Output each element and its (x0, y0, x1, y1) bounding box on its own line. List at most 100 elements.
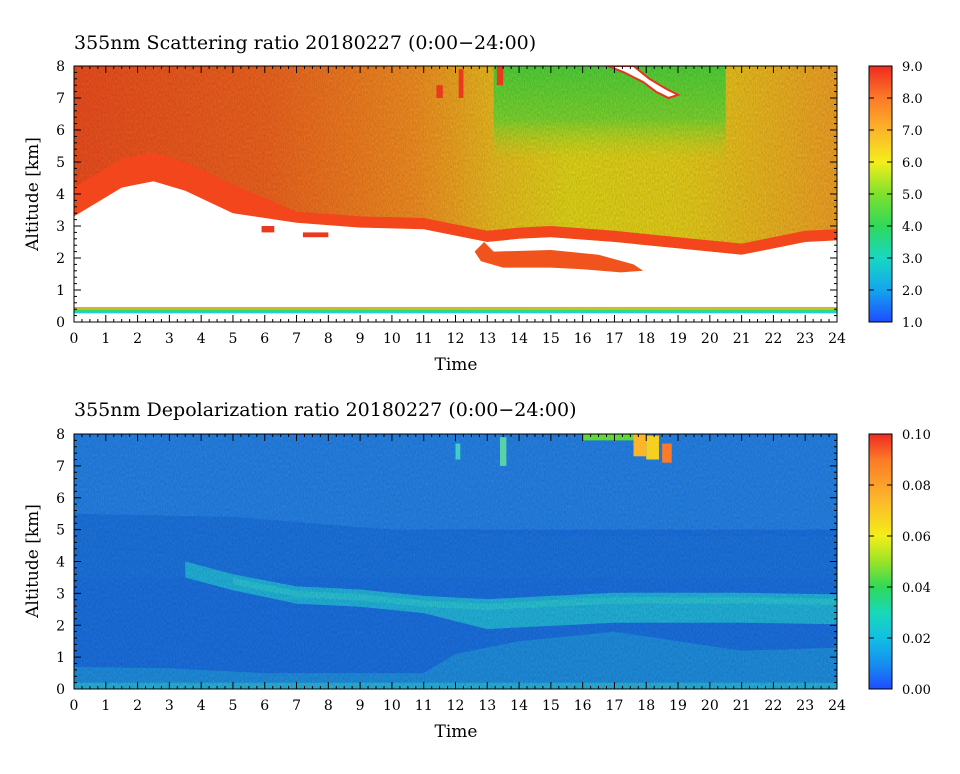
y-tick-label: 0 (56, 682, 65, 698)
surface-stripe (74, 308, 837, 310)
scattering-ylabel: Altitude [km] (23, 137, 43, 252)
chart-title-scattering: 355nm Scattering ratio 20180227 (0:00−24… (74, 32, 536, 54)
x-tick-label: 12 (447, 698, 465, 714)
scattering-patch (261, 226, 275, 233)
x-tick-label: 11 (415, 331, 433, 347)
x-tick-label: 23 (796, 331, 814, 347)
scattering-axes: 0 1 2 3 4 5 6 7 8 9 10 11 12 13 14 15 16 17 18 19 20 21 22 23 24… (56, 59, 846, 347)
x-tick-label: 14 (510, 698, 528, 714)
colorbar-tick-label: 5.0 (902, 188, 923, 203)
depolarization-patch (646, 435, 659, 460)
x-tick-label: 6 (260, 698, 269, 714)
depolarization-axes: 0 1 2 3 4 5 6 7 8 9 10 11 12 13 14 15 16 17 18 19 20 21 22 23 24… (56, 427, 846, 714)
colorbar-tick-label: 2.0 (902, 284, 923, 299)
depolarization-ylabel: Altitude [km] (23, 504, 43, 619)
x-tick-label: 8 (324, 698, 333, 714)
y-tick-label: 7 (56, 459, 65, 475)
x-tick-label: 14 (510, 331, 528, 347)
y-tick-label: 1 (56, 650, 65, 666)
x-tick-label: 3 (165, 698, 174, 714)
x-tick-label: 8 (324, 331, 333, 347)
x-tick-label: 16 (574, 698, 592, 714)
scattering-aerosol-lobe (474, 242, 644, 273)
y-tick-label: 3 (56, 219, 65, 235)
x-tick-label: 13 (478, 331, 496, 347)
depolarization-colorbar (868, 433, 893, 690)
y-tick-label: 2 (56, 251, 65, 267)
depolarization-patch (633, 434, 647, 457)
x-tick-label: 19 (669, 698, 687, 714)
x-tick-label: 5 (228, 331, 237, 347)
x-tick-label: 24 (828, 331, 846, 347)
depolarization-patch (455, 443, 461, 460)
y-tick-label: 5 (56, 523, 65, 539)
colorbar-tick-label: 1.0 (902, 316, 923, 331)
scattering-cloud-outline (607, 66, 681, 100)
x-tick-label: 9 (356, 331, 365, 347)
colorbar-tick-label: 0.06 (902, 530, 931, 545)
x-tick-label: 9 (356, 698, 365, 714)
x-tick-label: 19 (669, 331, 687, 347)
y-tick-label: 6 (56, 123, 65, 139)
surface-stripe (74, 306, 837, 309)
y-tick-label: 3 (56, 586, 65, 602)
colorbar-tick-label: 6.0 (902, 156, 923, 171)
scattering-boundary-layer-band (74, 152, 837, 255)
y-tick-label: 4 (56, 555, 65, 571)
y-tick-label: 0 (56, 315, 65, 331)
x-tick-label: 17 (606, 331, 624, 347)
y-tick-label: 2 (56, 618, 65, 634)
x-tick-label: 21 (733, 698, 751, 714)
x-tick-label: 18 (637, 331, 655, 347)
scattering-patch (302, 232, 329, 238)
chart-title-depolarization: 355nm Depolarization ratio 20180227 (0:0… (74, 399, 576, 421)
scattering-colorbar-ticks: 1.0 2.0 3.0 4.0 5.0 6.0 7.0 8.0 9.0 (869, 60, 923, 331)
depolarization-patch (500, 437, 507, 466)
x-tick-label: 20 (701, 698, 719, 714)
surface-stripe (74, 309, 837, 312)
x-tick-label: 21 (733, 331, 751, 347)
x-tick-label: 12 (447, 331, 465, 347)
y-tick-label: 5 (56, 155, 65, 171)
colorbar-tick-label: 7.0 (902, 124, 923, 139)
x-tick-label: 0 (70, 698, 79, 714)
x-tick-label: 22 (765, 331, 783, 347)
x-tick-label: 0 (70, 331, 79, 347)
scattering-patch (496, 66, 504, 86)
x-tick-label: 15 (542, 331, 560, 347)
scattering-heatmap (74, 66, 837, 322)
x-tick-label: 3 (165, 331, 174, 347)
depolarization-xlabel: Time (435, 722, 478, 742)
colorbar-tick-label: 0.04 (902, 581, 931, 596)
x-tick-label: 23 (796, 698, 814, 714)
x-tick-label: 4 (197, 331, 206, 347)
y-tick-label: 8 (56, 427, 65, 443)
x-tick-label: 1 (101, 698, 110, 714)
scattering-high-cloud (261, 66, 681, 238)
depolarization-patch (662, 443, 672, 463)
depolarization-heatmap (74, 434, 837, 689)
scattering-xlabel: Time (435, 355, 478, 375)
x-tick-label: 22 (765, 698, 783, 714)
x-tick-label: 11 (415, 698, 433, 714)
y-tick-label: 1 (56, 283, 65, 299)
colorbar-tick-label: 0.08 (902, 479, 931, 494)
x-tick-label: 4 (197, 698, 206, 714)
depolarization-noise-texture (74, 434, 837, 689)
x-tick-label: 24 (828, 698, 846, 714)
x-tick-label: 20 (701, 331, 719, 347)
colorbar-tick-label: 0.00 (902, 683, 931, 698)
x-tick-label: 2 (133, 698, 142, 714)
x-tick-label: 7 (292, 698, 301, 714)
x-tick-label: 17 (606, 698, 624, 714)
scattering-patch (458, 69, 464, 98)
colorbar-tick-label: 4.0 (902, 220, 923, 235)
x-tick-label: 2 (133, 331, 142, 347)
x-tick-label: 16 (574, 331, 592, 347)
colorbar-tick-label: 0.10 (902, 428, 931, 443)
x-tick-label: 1 (101, 331, 110, 347)
x-tick-label: 15 (542, 698, 560, 714)
colorbar-tick-label: 9.0 (902, 60, 923, 75)
x-tick-label: 10 (383, 331, 401, 347)
